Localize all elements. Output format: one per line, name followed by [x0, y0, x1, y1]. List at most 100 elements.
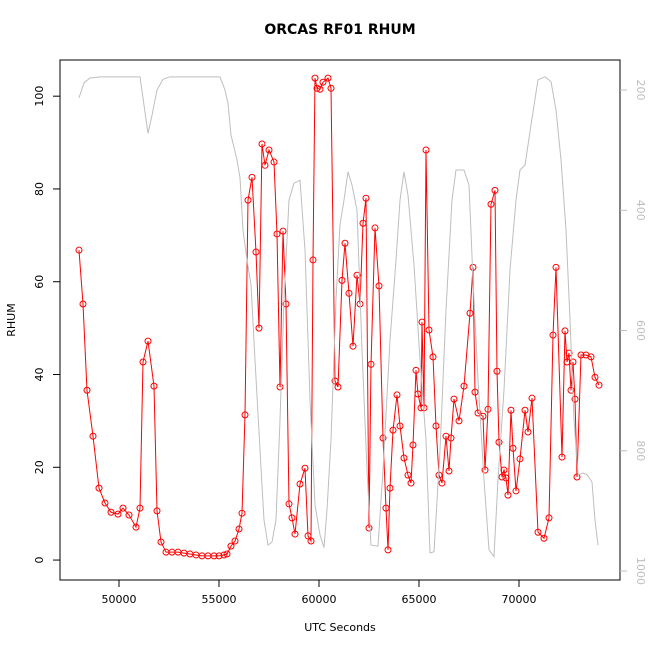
data-point: [569, 358, 577, 366]
data-point: [95, 484, 103, 492]
data-point: [83, 386, 91, 394]
data-point: [504, 491, 512, 499]
data-point: [132, 523, 140, 531]
data-point: [507, 406, 515, 414]
data-point: [409, 441, 417, 449]
data-point: [571, 395, 579, 403]
data-point: [282, 300, 290, 308]
data-point: [114, 510, 122, 518]
chart-title: ORCAS RF01 RHUM: [264, 22, 415, 38]
data-point: [157, 538, 165, 546]
data-point: [549, 331, 557, 339]
data-point: [307, 537, 315, 545]
data-point: [252, 248, 260, 256]
data-point: [487, 200, 495, 208]
data-point: [455, 417, 463, 425]
data-point: [379, 434, 387, 442]
data-point: [371, 224, 379, 232]
data-point: [481, 466, 489, 474]
y-tick-label: 20: [33, 460, 46, 474]
data-point: [331, 377, 339, 385]
data-point: [255, 324, 263, 332]
data-point: [367, 360, 375, 368]
data-point: [521, 406, 529, 414]
y-tick-label: 100: [33, 86, 46, 107]
data-point: [220, 551, 228, 559]
data-point: [311, 74, 319, 82]
data-point: [567, 386, 575, 394]
data-point: [414, 390, 422, 398]
series-line: [78, 77, 600, 557]
data-point: [359, 219, 367, 227]
plot-frame: [59, 59, 621, 581]
data-point: [471, 388, 479, 396]
data-point: [139, 358, 147, 366]
data-point: [400, 454, 408, 462]
data-point: [261, 161, 269, 169]
data-point: [561, 327, 569, 335]
y2-tick-label: 600: [634, 320, 647, 341]
data-point: [227, 542, 235, 550]
data-point: [425, 326, 433, 334]
data-point: [587, 353, 595, 361]
data-point: [412, 366, 420, 374]
data-point: [591, 373, 599, 381]
data-point: [384, 546, 392, 554]
data-point: [279, 227, 287, 235]
data-point: [107, 508, 115, 516]
data-point: [89, 432, 97, 440]
data-point: [447, 434, 455, 442]
data-point: [319, 78, 327, 86]
data-point: [79, 300, 87, 308]
data-point: [301, 464, 309, 472]
data-point: [125, 511, 133, 519]
data-point: [540, 534, 548, 542]
data-point: [265, 146, 273, 154]
data-point: [258, 140, 266, 148]
x-axis-label: UTC Seconds: [304, 621, 376, 634]
data-point: [565, 349, 573, 357]
data-point: [393, 391, 401, 399]
data-point: [404, 471, 412, 479]
data-point: [75, 246, 83, 254]
data-point: [288, 514, 296, 522]
data-point: [418, 318, 426, 326]
data-point: [429, 353, 437, 361]
data-point: [309, 256, 317, 264]
y-axis-label: RHUM: [5, 303, 18, 336]
data-point: [512, 487, 520, 495]
data-point: [273, 230, 281, 238]
data-point: [558, 453, 566, 461]
x-tick-label: 55000: [202, 593, 237, 606]
data-point: [595, 381, 603, 389]
data-point: [244, 196, 252, 204]
data-point: [450, 395, 458, 403]
data-point: [341, 239, 349, 247]
data-point: [466, 309, 474, 317]
data-point: [231, 537, 239, 545]
data-point: [296, 480, 304, 488]
data-point: [577, 351, 585, 359]
data-point: [324, 74, 332, 82]
data-point: [495, 438, 503, 446]
data-point: [545, 514, 553, 522]
y2-tick-label: 200: [634, 80, 647, 101]
data-point: [422, 146, 430, 154]
data-point: [285, 500, 293, 508]
data-point: [386, 484, 394, 492]
data-point: [500, 466, 508, 474]
data-point: [316, 85, 324, 93]
data-point: [498, 473, 506, 481]
data-point: [338, 276, 346, 284]
data-point: [144, 337, 152, 345]
data-point: [502, 474, 510, 482]
data-point: [215, 552, 223, 560]
data-point: [382, 504, 390, 512]
data-point: [432, 422, 440, 430]
data-point: [210, 552, 218, 560]
data-point: [345, 289, 353, 297]
data-point: [375, 282, 383, 290]
data-point: [407, 479, 415, 487]
data-point: [248, 173, 256, 181]
